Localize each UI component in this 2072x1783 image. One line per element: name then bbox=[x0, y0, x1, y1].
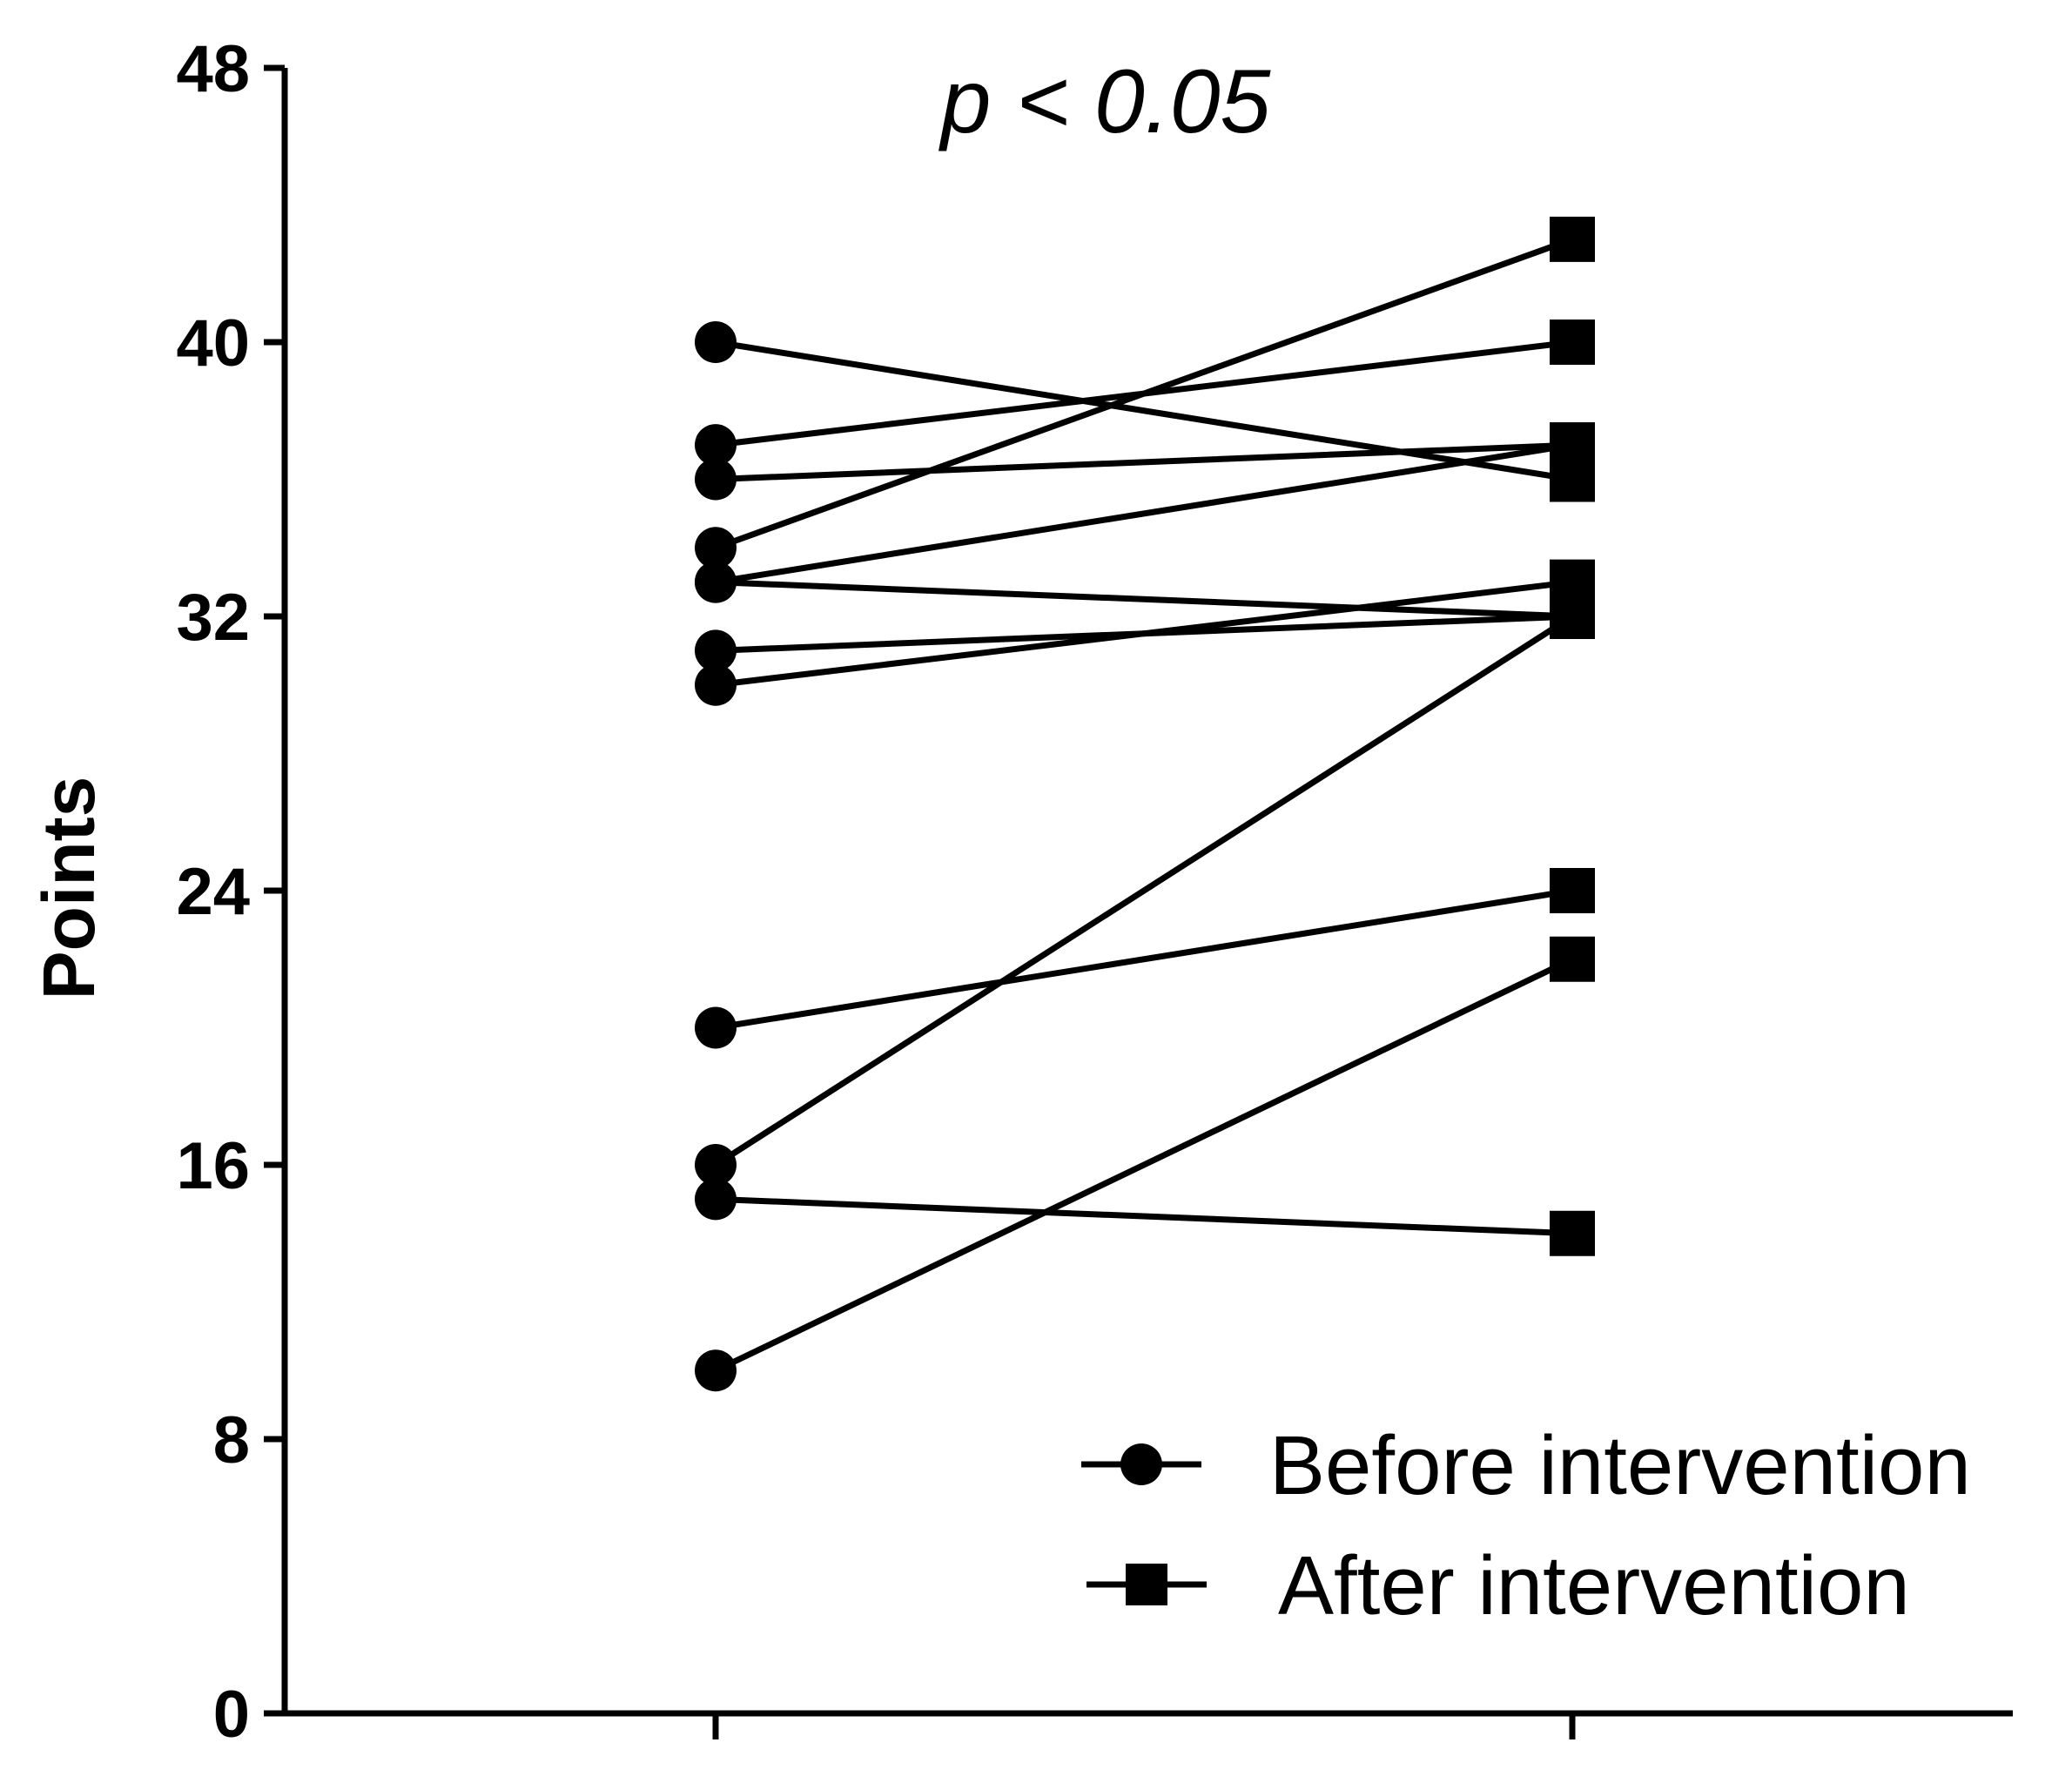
after-point-10 bbox=[1550, 1210, 1595, 1256]
after-point-11 bbox=[1550, 936, 1595, 982]
pair-line-0 bbox=[712, 339, 1576, 482]
pair-line-11 bbox=[712, 956, 1576, 1374]
after-point-3 bbox=[1550, 216, 1595, 262]
pair-line-9 bbox=[712, 613, 1576, 1168]
y-tick-label: 32 bbox=[176, 581, 250, 655]
legend-after-marker bbox=[1126, 1564, 1167, 1605]
data-markers bbox=[695, 216, 1595, 1392]
significance-annotation: p < 0.05 bbox=[938, 51, 1272, 152]
pair-line-10 bbox=[712, 1195, 1576, 1237]
before-point-0 bbox=[695, 321, 737, 363]
after-point-9 bbox=[1550, 594, 1595, 639]
before-point-6 bbox=[695, 629, 737, 672]
before-point-2 bbox=[695, 458, 737, 501]
y-axis-ticks: 0 8 16 24 32 40 48 bbox=[176, 32, 285, 1752]
pair-line-2 bbox=[712, 441, 1576, 482]
before-point-7 bbox=[695, 663, 737, 706]
y-tick-label: 0 bbox=[213, 1678, 250, 1752]
y-axis-label: Points bbox=[28, 777, 110, 1000]
pair-line-8 bbox=[712, 887, 1576, 1031]
pair-line-7 bbox=[712, 579, 1576, 689]
legend: Before intervention After intervention bbox=[1081, 1419, 1971, 1632]
y-tick-label: 16 bbox=[176, 1129, 250, 1203]
paired-lines bbox=[712, 236, 1576, 1374]
before-point-9 bbox=[695, 1144, 737, 1186]
legend-after-label: After intervention bbox=[1278, 1539, 1910, 1632]
legend-before-label: Before intervention bbox=[1269, 1419, 1971, 1512]
legend-before-marker bbox=[1120, 1443, 1162, 1485]
after-point-4 bbox=[1550, 422, 1595, 468]
pair-line-3 bbox=[712, 236, 1576, 551]
before-point-5 bbox=[695, 561, 737, 603]
y-tick-label: 8 bbox=[213, 1403, 250, 1477]
after-point-8 bbox=[1550, 868, 1595, 913]
pair-line-4 bbox=[712, 441, 1576, 586]
y-tick-label: 48 bbox=[176, 32, 250, 106]
after-point-1 bbox=[1550, 320, 1595, 365]
before-point-11 bbox=[695, 1349, 737, 1392]
pair-line-5 bbox=[712, 579, 1576, 620]
before-point-1 bbox=[695, 424, 737, 467]
y-tick-label: 40 bbox=[176, 306, 250, 380]
y-tick-label: 24 bbox=[176, 855, 250, 929]
before-point-10 bbox=[695, 1178, 737, 1221]
before-point-8 bbox=[695, 1006, 737, 1049]
before-point-3 bbox=[695, 527, 737, 569]
